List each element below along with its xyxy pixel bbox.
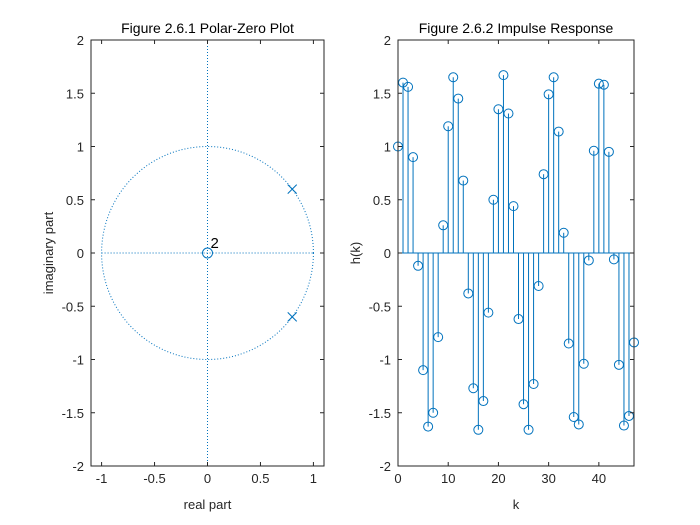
impulse-response-xtick-label: 0: [394, 471, 401, 486]
stem-marker: [468, 383, 479, 394]
pole-zero-ytick-label: -1.5: [62, 406, 84, 421]
stem-marker: [513, 314, 524, 325]
pole-zero-ytick-label: 0: [77, 246, 84, 261]
impulse-response-marks: [393, 70, 639, 435]
stem-marker: [573, 419, 584, 430]
pole-zero-xtick-label: 0: [204, 471, 211, 486]
impulse-response-ytick-label: 1.5: [373, 86, 391, 101]
stem-marker: [563, 338, 574, 349]
stem-marker: [483, 307, 494, 318]
stem-marker: [428, 407, 439, 418]
impulse-response-xtick-label: 40: [592, 471, 606, 486]
impulse-response-xlabel: k: [513, 497, 520, 512]
pole-zero-ytick-label: -2: [72, 459, 84, 474]
stem-marker: [433, 332, 444, 343]
stem-marker: [518, 399, 529, 410]
impulse-response-ytick-label: 2: [384, 33, 391, 48]
stem-marker: [418, 365, 429, 376]
stem-marker: [603, 146, 614, 157]
stem-marker: [543, 89, 554, 100]
stem-marker: [498, 70, 509, 81]
stem-marker: [593, 78, 604, 89]
impulse-response-ytick-label: 0: [384, 246, 391, 261]
pole-zero-ytick-label: -1: [72, 353, 84, 368]
stem-marker: [503, 108, 514, 119]
pole-zero-title: Figure 2.6.1 Polar-Zero Plot: [121, 20, 294, 36]
pole-zero-axes-frame: [90, 39, 325, 467]
pole-zero-ytick-label: 1: [77, 140, 84, 155]
pole-marker-stroke: [287, 184, 298, 194]
stem-marker: [508, 201, 519, 212]
stem-marker: [553, 126, 564, 137]
impulse-response-ytick-label: -2: [379, 459, 391, 474]
zero-marker: [202, 247, 213, 259]
pole-zero-xtick-label: -0.5: [143, 471, 165, 486]
stem-marker: [458, 175, 469, 186]
pole-marker-stroke: [287, 312, 298, 322]
pole-zero-ytick-label: 2: [77, 33, 84, 48]
pole-zero-ylabel: imaginary part: [41, 211, 56, 294]
impulse-response-ytick-label: -0.5: [369, 299, 391, 314]
impulse-response-ytick-label: 1: [384, 140, 391, 155]
pole-zero-ytick-label: -0.5: [62, 299, 84, 314]
pole-zero-xtick-label: 1: [310, 471, 317, 486]
stem-marker: [623, 410, 634, 421]
impulse-response-title: Figure 2.6.2 Impulse Response: [419, 20, 614, 36]
impulse-response-axes: 0 10 20 30 40 -2 -1.5 -1 -0.5 0 0.5 1 1.5 2 Figure 2.…: [348, 20, 639, 512]
pole-zero-xtick-label: -1: [96, 471, 108, 486]
impulse-response-axes-frame: [397, 39, 635, 467]
pole-marker: [287, 184, 298, 194]
pole-zero-xlabel: real part: [184, 497, 232, 512]
stem-marker: [488, 194, 499, 205]
zero-multiplicity-label: 2: [211, 235, 219, 252]
stem-marker: [538, 169, 549, 180]
stem-marker: [568, 412, 579, 423]
stem-marker: [548, 72, 559, 83]
stem-marker: [453, 93, 464, 104]
stem-marker: [608, 254, 619, 265]
stem-marker: [558, 227, 569, 238]
stem-marker: [478, 396, 489, 407]
stem-marker: [588, 145, 599, 156]
stem-marker: [523, 424, 534, 435]
stem-marker: [528, 378, 539, 389]
stem-marker: [598, 79, 609, 90]
impulse-response-ylabel: h(k): [348, 242, 363, 264]
stem-marker: [578, 358, 589, 369]
impulse-response-ytick-label: -1.5: [369, 406, 391, 421]
impulse-response-xtick-label: 10: [441, 471, 455, 486]
pole-zero-ticks: -1 -0.5 0 0.5 1 -2 -1.5 -1 -0.5 0 0.5 1 1.5 2: [62, 33, 324, 486]
stem-marker: [463, 288, 474, 299]
stem-marker: [618, 420, 629, 431]
stem-marker: [448, 72, 459, 83]
stem-marker: [438, 220, 449, 231]
stem-marker: [533, 281, 544, 292]
pole-marker: [287, 312, 298, 322]
stem-marker: [473, 424, 484, 435]
pole-zero-axes: 2 -1 -0.5 0 0.5 1 -2 -1.5 -1 -0.5 0 0.5 1 1.5 2 Figur…: [41, 20, 325, 512]
pole-zero-marks: 2: [101, 40, 314, 466]
stem-marker: [613, 359, 624, 370]
impulse-response-ytick-label: -1: [379, 353, 391, 368]
impulse-response-xtick-label: 20: [491, 471, 505, 486]
stem-marker: [423, 421, 434, 432]
pole-zero-ytick-label: 1.5: [66, 86, 84, 101]
impulse-response-ytick-label: 0.5: [373, 193, 391, 208]
stem-marker: [493, 104, 504, 115]
stem-marker: [403, 81, 414, 92]
stem-marker: [408, 152, 419, 163]
pole-zero-xtick-label: 0.5: [251, 471, 269, 486]
stem-marker: [583, 255, 594, 266]
stem-marker: [413, 260, 424, 271]
impulse-response-xtick-label: 30: [541, 471, 555, 486]
stem-marker: [443, 121, 454, 132]
pole-zero-ytick-label: 0.5: [66, 193, 84, 208]
